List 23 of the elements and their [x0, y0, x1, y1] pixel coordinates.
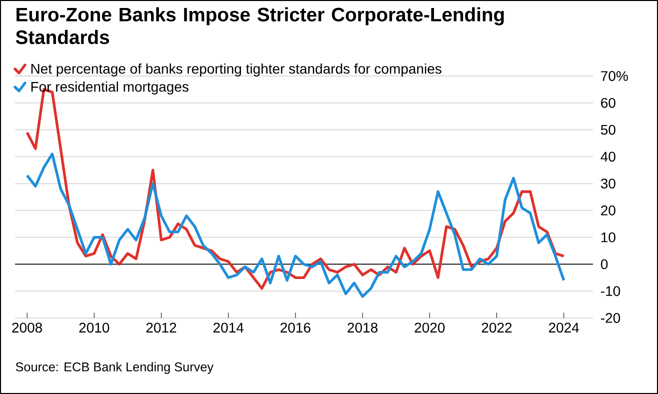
y-tick-label: 0: [600, 259, 608, 270]
y-tick-label: 70%: [601, 71, 628, 81]
x-tick-label: 2018: [348, 322, 378, 333]
y-tick-label: 50: [600, 124, 616, 135]
y-tick-label: -20: [601, 313, 620, 323]
x-tick-label: 2022: [482, 322, 512, 333]
y-tick-label: 20: [601, 205, 616, 216]
x-tick-label: 2012: [146, 322, 176, 333]
x-tick-label: 2016: [280, 322, 310, 333]
chart-title: Euro-Zone Banks Impose Stricter Corporate-Lending Standards: [16, 7, 504, 44]
y-tick-label: 30: [600, 178, 616, 189]
x-tick-label: 2020: [414, 322, 445, 333]
y-tick-label: 60: [601, 98, 616, 108]
x-tick-label: 2008: [12, 322, 42, 333]
legend-label: Net percentage of banks reporting tighter standards for companies: [31, 63, 442, 77]
source-note: Source: ECB Bank Lending Survey: [16, 362, 214, 374]
x-tick-label: 2010: [79, 322, 110, 333]
x-tick-label: 2024: [548, 322, 579, 333]
x-tick-label: 2014: [213, 322, 244, 333]
y-tick-label: 40: [600, 152, 616, 162]
y-tick-label: 10: [601, 232, 616, 242]
y-tick-label: -10: [601, 286, 620, 296]
legend-label: For residential mortgages: [31, 81, 188, 95]
